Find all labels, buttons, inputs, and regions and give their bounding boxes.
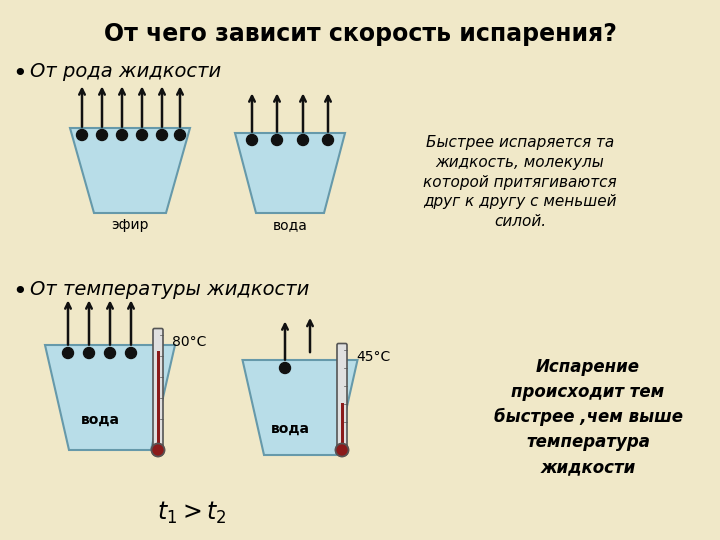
- Circle shape: [125, 348, 137, 359]
- FancyBboxPatch shape: [337, 343, 347, 447]
- Polygon shape: [70, 128, 190, 213]
- Bar: [341, 403, 343, 445]
- Circle shape: [246, 134, 258, 145]
- Bar: [156, 350, 160, 445]
- Circle shape: [84, 348, 94, 359]
- Text: •: •: [12, 62, 27, 86]
- Circle shape: [174, 130, 186, 140]
- Circle shape: [63, 348, 73, 359]
- Text: вода: вода: [81, 413, 120, 427]
- Text: 80°С: 80°С: [172, 335, 207, 349]
- Circle shape: [96, 130, 107, 140]
- Polygon shape: [243, 360, 358, 455]
- Text: Испарение
происходит тем
быстрее ,чем выше
температура
жидкости: Испарение происходит тем быстрее ,чем вы…: [493, 358, 683, 476]
- Circle shape: [336, 443, 348, 456]
- Text: вода: вода: [273, 218, 307, 232]
- Text: вода: вода: [271, 422, 310, 436]
- Text: •: •: [12, 280, 27, 304]
- Circle shape: [137, 130, 148, 140]
- Circle shape: [271, 134, 282, 145]
- Text: $t_1>t_2$: $t_1>t_2$: [157, 500, 227, 526]
- Circle shape: [297, 134, 308, 145]
- Text: От рода жидкости: От рода жидкости: [30, 62, 221, 81]
- Circle shape: [279, 362, 290, 374]
- Text: 45°С: 45°С: [356, 350, 390, 364]
- Text: эфир: эфир: [112, 218, 149, 232]
- Circle shape: [104, 348, 115, 359]
- Polygon shape: [235, 133, 345, 213]
- Text: Быстрее испаряется та
жидкость, молекулы
которой притягиваются
друг к другу с ме: Быстрее испаряется та жидкость, молекулы…: [423, 135, 617, 229]
- Text: От чего зависит скорость испарения?: От чего зависит скорость испарения?: [104, 22, 616, 46]
- FancyBboxPatch shape: [153, 328, 163, 447]
- Circle shape: [117, 130, 127, 140]
- Circle shape: [156, 130, 168, 140]
- Circle shape: [323, 134, 333, 145]
- Circle shape: [151, 443, 164, 456]
- Polygon shape: [45, 345, 175, 450]
- Text: От температуры жидкости: От температуры жидкости: [30, 280, 310, 299]
- Circle shape: [76, 130, 88, 140]
